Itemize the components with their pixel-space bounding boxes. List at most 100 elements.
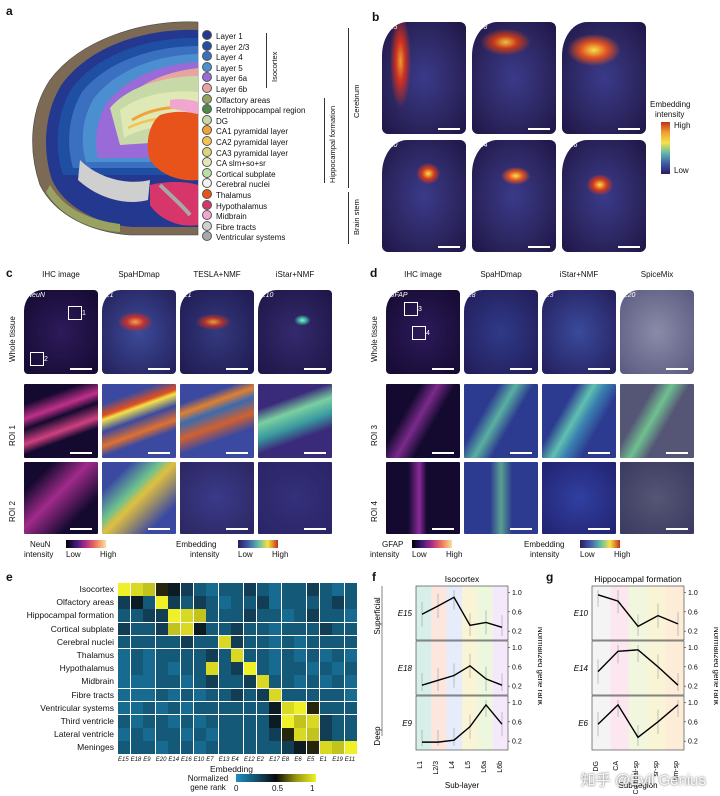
legend-label: Olfactory areas [216,95,271,105]
whole-tissue-image: E1 [180,290,254,374]
category-band [477,696,493,750]
heatmap-cell [218,635,231,649]
roi-image [386,384,460,458]
heatmap-cell [155,701,168,715]
heatmap-cell [231,675,244,688]
heatmap-cell [319,596,332,609]
heatmap-cell [181,649,193,662]
heatmap-row-label: Cortical subplate [50,623,114,634]
legend-swatch [202,51,212,62]
heatmap-cell [143,596,156,609]
heatmap-cell [294,728,307,741]
heatmap-cell [206,662,219,675]
heatmap-cell [256,701,269,715]
heatmap-cell [231,609,244,622]
heatmap-col-label: E9 [143,756,151,763]
whole-tissue-image: E1 [102,290,176,374]
series-label: E10 [574,609,589,618]
series-label: E18 [398,664,413,673]
d-right-title2: intensity [530,550,560,559]
roi-image [102,462,176,534]
scale-bar [666,452,688,454]
heatmap-cell [218,701,231,715]
heatmap-cell [281,741,294,754]
category-band [647,641,666,695]
heatmap-col-label: E4 [231,756,239,763]
scale-bar [618,246,640,248]
heatmap-cell [206,675,219,688]
heatmap-row-label: Hippocampal formation [26,610,114,621]
heatmap-cell [118,649,130,662]
heatmap-cell [294,635,307,649]
legend-label: CA1 pyramidal layer [216,127,289,137]
scale-bar [304,528,326,530]
y-tick-label: 0.6 [512,719,522,726]
heatmap-cell [269,662,282,675]
heatmap-cell [231,741,244,754]
scale-bar [70,528,92,530]
legend-label: Layer 5 [216,63,243,73]
legend-item: Hypothalamus [202,199,267,211]
heatmap-cell [269,622,282,636]
legend-swatch [202,104,212,115]
heatmap-col-label: E2 [256,756,264,763]
heatmap-cell [168,701,181,715]
heatmap-cell [218,662,231,675]
heatmap-cell [319,649,332,662]
heatmap-cell [344,635,357,649]
scale-bar [618,128,640,130]
legend-item: Layer 6b [202,83,247,94]
heatmap-cell [143,701,156,715]
heatmap-col-label: E5 [307,756,315,763]
legend-swatch [202,136,212,146]
column-title: SpaHDmap [480,270,522,279]
category-band [610,586,629,640]
heatmap-cell [130,609,143,622]
heatmap-col-label: E16 [181,756,192,763]
series-line [597,594,679,628]
heatmap-cell [181,741,193,754]
heatmap-cell [155,609,168,622]
heatmap-cell [143,622,156,636]
depth-top-label: Superficial [373,597,382,635]
heatmap-cell [281,715,294,728]
tile-label: E16 [565,142,578,149]
heatmap-cell [344,675,357,688]
heatmap-cell [143,728,156,741]
panel-c-label: c [6,266,13,280]
heatmap-cell [307,701,319,715]
heatmap-cell [307,715,319,728]
heatmap-cell [181,715,193,728]
y-tick-label: 0.6 [512,609,522,616]
legend-label: Thalamus [216,191,252,200]
heatmap-cell [256,649,269,662]
heatmap-row-label: Midbrain [81,676,114,687]
roi-image [180,462,254,534]
heatmap-cell [344,609,357,622]
group-brainstem: Brain stem [352,199,361,235]
depth-bottom-label: Deep [373,726,382,746]
group-isocortex: Isocortex [270,51,279,82]
category-band [628,696,648,750]
heatmap-cell [344,688,357,702]
heatmap-cell [218,675,231,688]
heatmap-cell [155,675,168,688]
heatmap-cell [294,609,307,622]
heatmap-cell [218,609,231,622]
heatmap-cell [256,688,269,702]
heatmap-cell [168,609,181,622]
x-tick-label: L4 [449,761,456,769]
heatmap-cell [130,649,143,662]
heatmap-cell [319,609,332,622]
heatmap-cell [181,662,193,675]
tile-label: E15 [385,24,398,31]
heatmap-cell [281,649,294,662]
legend-item: Layer 6a [202,72,247,83]
heatmap-cell [130,728,143,741]
heatmap-cell [344,715,357,728]
scale-bar [528,128,550,130]
panel-d-label: d [370,266,378,280]
legend-label: DG [216,116,228,126]
roi-image [464,384,538,458]
heatmap-cell [155,635,168,649]
